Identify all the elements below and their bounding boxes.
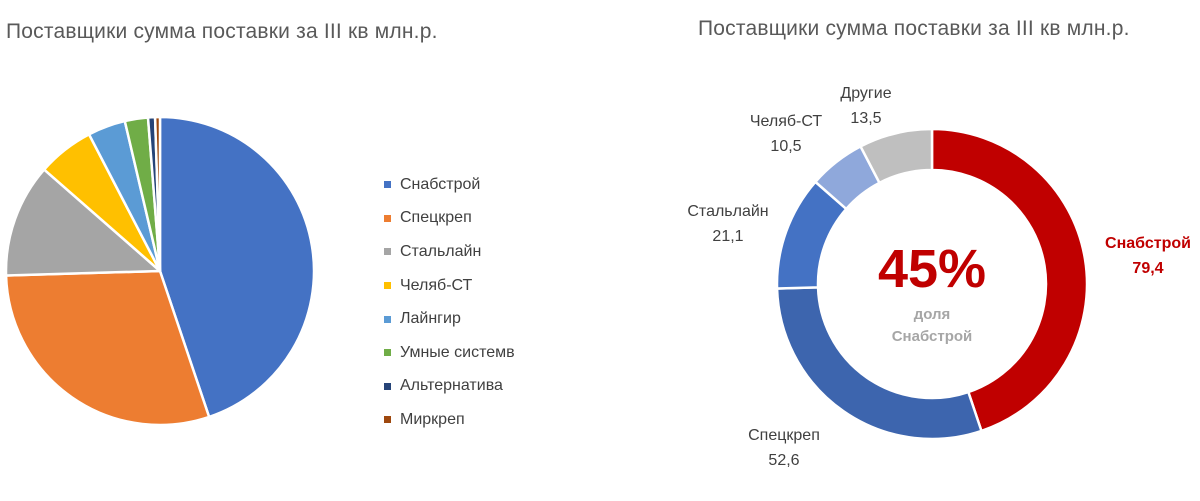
legend-label: Снабстрой (400, 175, 481, 193)
legend-swatch (384, 315, 391, 323)
donut-label-name: Спецкреп (748, 427, 820, 444)
legend-swatch (384, 248, 391, 256)
donut-center-label-line2: Снабстрой (892, 328, 973, 345)
donut-slice-1 (775, 286, 984, 441)
legend-label: Челяб-СТ (400, 276, 473, 294)
legend-label: Стальлайн (400, 242, 482, 260)
legend-swatch (384, 282, 391, 290)
legend-label: Спецкреп (400, 209, 472, 227)
donut-label-value: 13,5 (850, 110, 881, 127)
donut-label-name: Челяб-СТ (750, 113, 823, 130)
legend-label: Лайнгир (400, 310, 461, 328)
legend-item: Лайнгир (384, 302, 515, 336)
left-chart-title: Поставщики сумма поставки за III кв млн.… (6, 20, 438, 43)
pie-slice-7 (153, 115, 162, 273)
legend-swatch (384, 181, 391, 189)
legend-label: Умные системв (400, 343, 515, 361)
pie-chart (4, 115, 316, 427)
donut-chart (775, 127, 1089, 441)
legend-item: Челяб-СТ (384, 269, 515, 303)
legend-swatch (384, 349, 391, 357)
legend-item: Стальлайн (384, 235, 515, 269)
donut-center-value: 45% (878, 239, 986, 299)
legend-item: Снабстрой (384, 168, 515, 202)
legend-swatch (384, 214, 391, 222)
legend-swatch (384, 382, 391, 390)
donut-slice-4 (858, 127, 934, 185)
legend-item: Миркреп (384, 403, 515, 437)
legend-label: Альтернатива (400, 377, 503, 395)
legend-label: Миркреп (400, 410, 465, 428)
donut-label-value: 10,5 (770, 138, 801, 155)
pie-slice-0 (158, 115, 316, 419)
pie-slice-1 (4, 269, 211, 427)
donut-label-name: Другие (840, 85, 891, 102)
donut-center-label-line1: доля (914, 306, 951, 323)
legend-swatch (384, 416, 391, 424)
donut-label-value: 52,6 (768, 452, 799, 469)
pie-legend: Снабстрой Спецкреп Стальлайн Челяб-СТ Лайнги… (384, 168, 515, 437)
donut-label-name: Снабстрой (1105, 235, 1191, 252)
donut-label-value: 79,4 (1132, 260, 1163, 277)
legend-item: Умные системв (384, 336, 515, 370)
legend-item: Альтернатива (384, 370, 515, 404)
donut-label-name: Стальлайн (687, 203, 768, 220)
donut-slice-0 (930, 127, 1089, 433)
right-chart-title: Поставщики сумма поставки за III кв млн.… (698, 17, 1130, 40)
donut-labels: Снабстрой 79,4 Спецкреп 52,6 Стальлайн 21,1 Че… (687, 85, 1191, 469)
pie-slice-2 (4, 168, 162, 277)
donut-label-value: 21,1 (712, 228, 743, 245)
legend-item: Спецкреп (384, 202, 515, 236)
